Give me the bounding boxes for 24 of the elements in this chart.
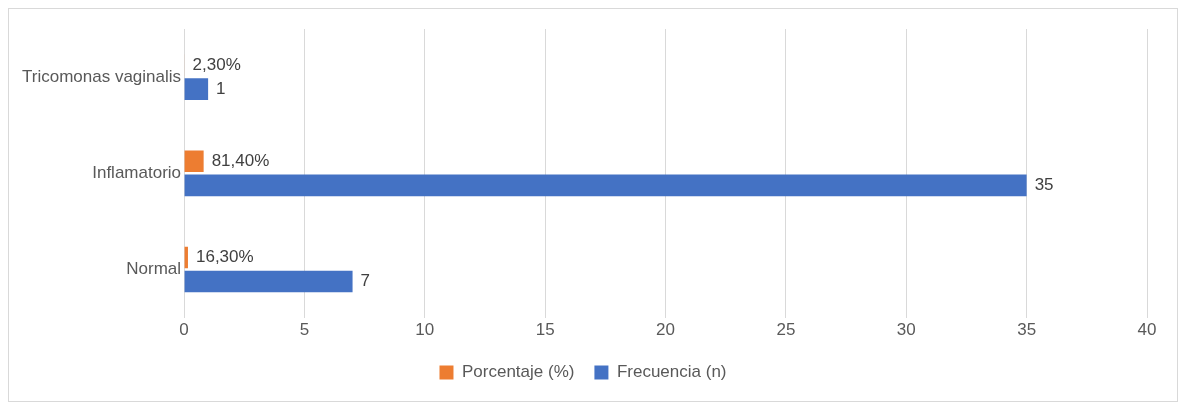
- x-tick-label: 40: [1137, 320, 1157, 340]
- x-tick-label: 5: [299, 320, 310, 340]
- x-tick-label: 20: [656, 320, 675, 340]
- data-label: 1: [216, 78, 226, 98]
- data-label: 81,40%: [211, 150, 270, 170]
- x-tick-label: 25: [776, 320, 796, 340]
- x-tick-label: 10: [415, 320, 435, 340]
- x-tick-label: 35: [1017, 320, 1037, 340]
- y-tick-label: Normal: [126, 259, 182, 279]
- data-label: 16,30%: [195, 247, 254, 267]
- bar: [184, 174, 1027, 197]
- x-tick-label: 15: [535, 320, 555, 340]
- legend-label: Porcentaje (%): [461, 362, 575, 382]
- y-tick-label: Inflamatorio: [92, 162, 182, 182]
- x-tick-label: 0: [179, 320, 189, 340]
- data-label: 2,30%: [192, 54, 241, 74]
- y-tick-label: Tricomonas vaginalis: [22, 66, 182, 86]
- bar: [184, 150, 204, 173]
- legend-label: Frecuencia (n): [616, 362, 727, 382]
- data-label: 7: [360, 271, 371, 291]
- data-label: 35: [1034, 175, 1054, 195]
- bar: [184, 270, 353, 293]
- x-tick-label: 30: [896, 320, 916, 340]
- bar: [184, 78, 209, 100]
